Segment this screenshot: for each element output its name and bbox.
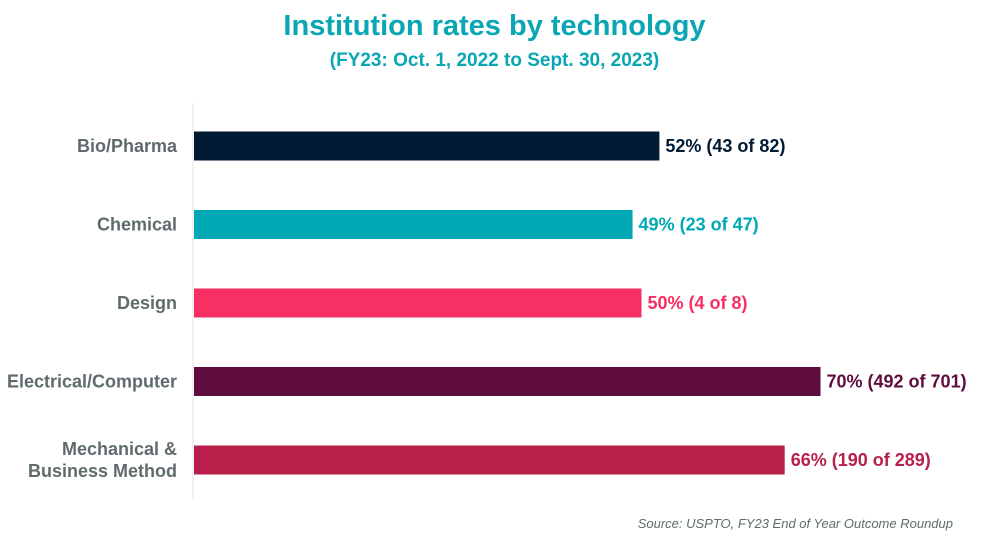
bar-design — [194, 288, 642, 318]
category-label: Mechanical & Business Method — [28, 439, 177, 481]
data-label: 50% (4 of 8) — [648, 293, 748, 313]
chart-subtitle: (FY23: Oct. 1, 2022 to Sept. 30, 2023) — [329, 50, 660, 71]
data-label: 49% (23 of 47) — [639, 215, 759, 235]
bar-mechanical-business-method — [194, 445, 785, 475]
category-label: Bio/Pharma — [77, 136, 178, 156]
chart-title: Institution rates by technology — [283, 10, 706, 42]
data-label: 52% (43 of 82) — [665, 136, 785, 156]
bar-electrical-computer — [194, 367, 821, 396]
category-label: Chemical — [97, 215, 177, 235]
bar-chemical — [194, 210, 633, 239]
bar-bio-pharma — [194, 131, 660, 161]
category-label: Design — [117, 293, 177, 313]
data-label: 66% (190 of 289) — [791, 450, 931, 470]
data-label: 70% (492 of 701) — [827, 372, 967, 392]
source-note: Source: USPTO, FY23 End of Year Outcome … — [637, 516, 953, 531]
category-label: Electrical/Computer — [7, 372, 177, 392]
